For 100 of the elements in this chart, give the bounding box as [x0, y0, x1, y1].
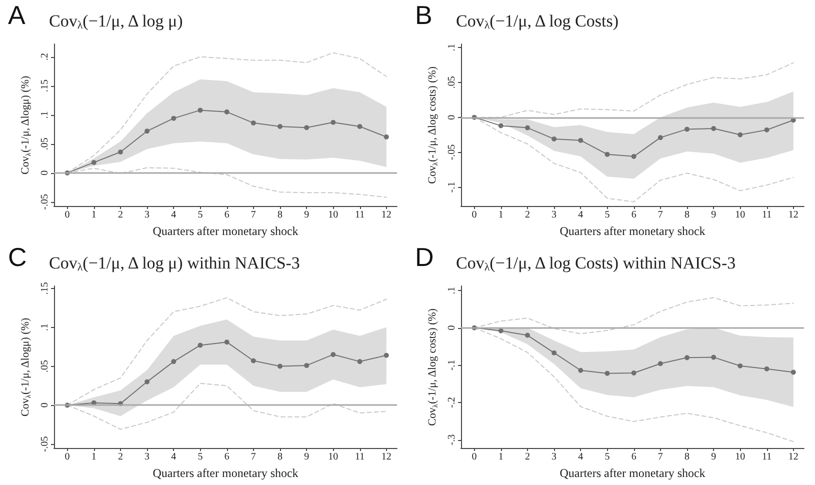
point: [631, 370, 636, 376]
x-tick-label: 9: [711, 452, 716, 462]
point: [498, 123, 504, 128]
text: B: [415, 0, 432, 30]
x-tick-label: 1: [91, 210, 96, 220]
point: [604, 370, 610, 376]
point: [91, 160, 96, 165]
x-tick-label: 2: [524, 452, 530, 462]
y-tick-label: .05: [40, 138, 50, 150]
y-tick-label: -.3: [446, 434, 458, 446]
x-tick-label: 9: [304, 210, 310, 220]
x-tick-label: 7: [658, 210, 663, 220]
x-axis-title: Quarters after monetary shock: [560, 466, 706, 480]
x-tick-label: 4: [578, 452, 584, 462]
y-tick-label: 0: [40, 402, 50, 408]
x-tick-label: 1: [498, 452, 504, 462]
point: [790, 370, 796, 375]
x-tick-label: 10: [735, 210, 746, 220]
x-tick-label: 11: [354, 210, 365, 220]
x-tick-label: 7: [658, 452, 663, 462]
x-tick-label: 4: [171, 210, 176, 220]
x-axis-title: Quarters after monetary shock: [152, 224, 298, 238]
x-tick-label: 12: [381, 210, 392, 220]
point: [658, 361, 663, 366]
x-tick-label: 11: [762, 210, 772, 220]
point: [224, 340, 230, 345]
y-tick-label: -.05: [40, 436, 50, 452]
x-tick-label: 8: [684, 210, 690, 220]
point: [604, 152, 610, 157]
x-tick-label: 6: [224, 452, 230, 462]
x-tick-label: 7: [250, 452, 256, 462]
x-axis-title: Quarters after monetary shock: [560, 224, 706, 238]
x-tick-label: 10: [735, 452, 746, 462]
y-tick-label: 0: [446, 325, 458, 330]
point: [357, 359, 362, 364]
y-tick-label: -.1: [446, 182, 458, 193]
point: [711, 354, 716, 360]
x-tick-label: 6: [631, 452, 636, 462]
point: [171, 116, 176, 121]
x-tick-label: 0: [472, 210, 477, 220]
point: [224, 109, 230, 114]
x-tick-label: 2: [118, 210, 123, 220]
y-tick-label: .15: [40, 80, 50, 92]
y-tick-label: 0: [40, 170, 50, 176]
x-tick-label: 3: [552, 452, 557, 462]
point: [552, 136, 557, 142]
point: [524, 332, 530, 338]
x-tick-label: 6: [224, 210, 230, 220]
x-tick-label: 9: [304, 452, 310, 462]
x-tick-label: 5: [198, 452, 203, 462]
point: [357, 124, 362, 129]
x-tick-label: 1: [498, 210, 504, 220]
point: [330, 120, 336, 125]
point: [738, 132, 743, 138]
point: [578, 368, 584, 373]
point: [144, 128, 150, 134]
point: [198, 342, 203, 348]
x-tick-label: 6: [631, 210, 636, 220]
x-tick-label: 12: [788, 452, 798, 462]
x-axis-title: Quarters after monetary shock: [152, 466, 298, 480]
x-tick-label: 8: [278, 452, 283, 462]
point: [250, 120, 256, 126]
x-tick-label: 3: [144, 210, 150, 220]
point: [684, 126, 690, 132]
y-tick-label: -.1: [446, 360, 458, 371]
x-tick-label: 4: [171, 452, 176, 462]
x-tick-label: 5: [604, 452, 610, 462]
y-tick-label: 0: [446, 114, 458, 120]
y-tick-label: .1: [40, 324, 50, 332]
x-tick-label: 2: [524, 210, 530, 220]
point: [144, 379, 150, 384]
point: [498, 328, 504, 334]
y-tick-label: .1: [446, 44, 458, 52]
point: [631, 154, 636, 159]
x-tick-label: 0: [64, 452, 70, 462]
x-tick-label: 0: [64, 210, 70, 220]
x-tick-label: 3: [552, 210, 557, 220]
x-tick-label: 5: [198, 210, 203, 220]
x-tick-label: 9: [711, 210, 716, 220]
text: A: [8, 0, 26, 30]
point: [384, 134, 389, 140]
point: [658, 135, 663, 140]
point: [738, 363, 743, 368]
point: [578, 138, 584, 143]
x-tick-label: 8: [278, 210, 283, 220]
x-tick-label: 4: [578, 210, 584, 220]
y-tick-label: .1: [446, 286, 458, 294]
text: C: [8, 242, 27, 272]
y-tick-label: .05: [40, 360, 50, 372]
point: [171, 359, 176, 364]
text: D: [415, 242, 434, 272]
x-tick-label: 1: [91, 452, 96, 462]
x-tick-label: 2: [118, 452, 123, 462]
y-tick-label: -.05: [446, 144, 458, 160]
point: [711, 126, 716, 131]
point: [330, 352, 336, 358]
x-tick-label: 11: [762, 452, 772, 462]
point: [304, 362, 310, 368]
y-tick-label: .05: [446, 76, 458, 89]
x-tick-label: 5: [604, 210, 610, 220]
